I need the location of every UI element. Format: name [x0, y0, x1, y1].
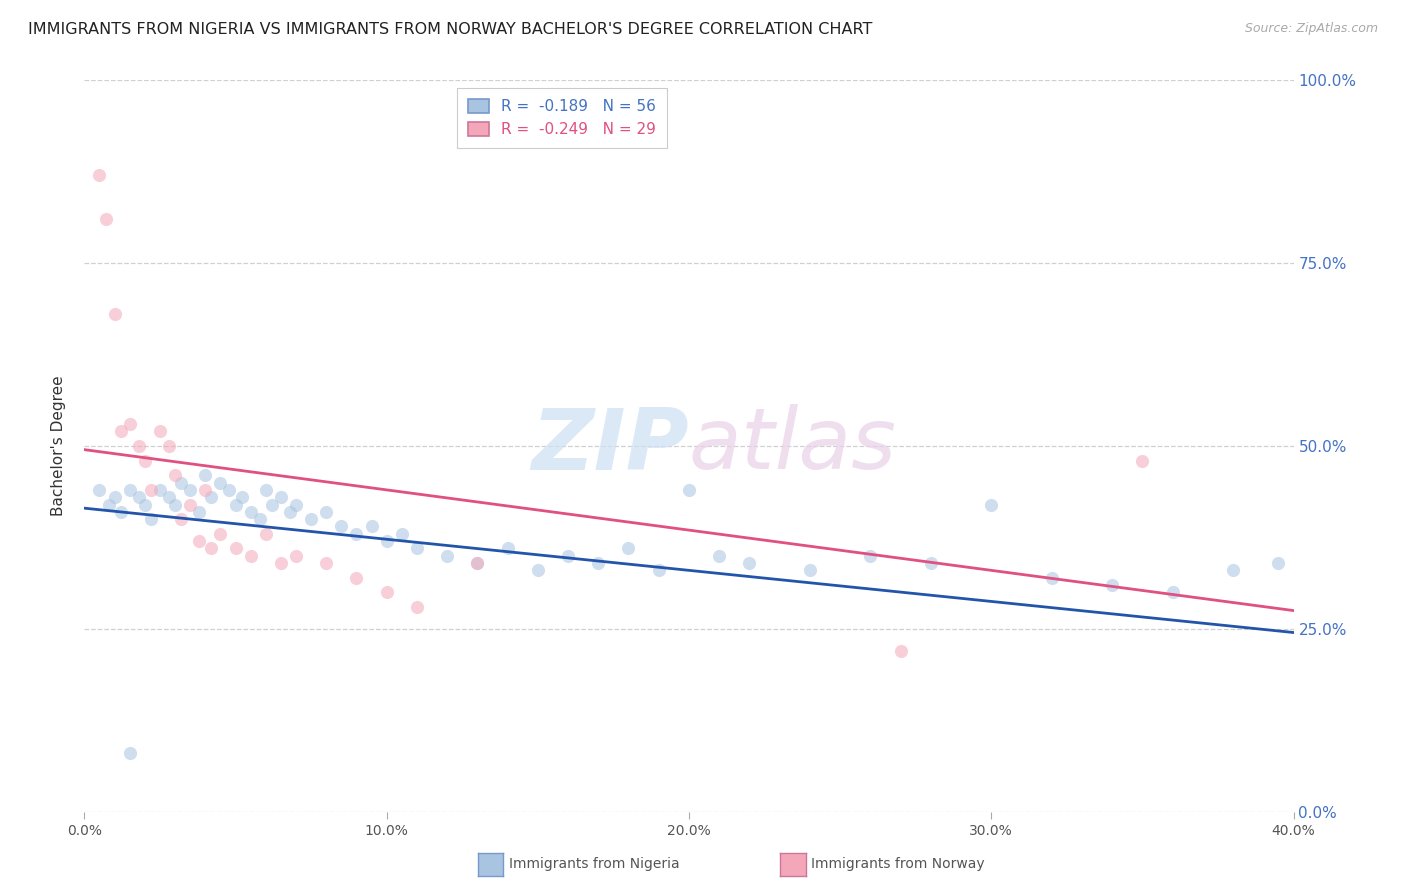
Point	[648, 563, 671, 577]
Point	[188, 534, 211, 549]
Point	[391, 526, 413, 541]
Point	[527, 563, 550, 577]
Point	[557, 549, 579, 563]
Point	[859, 549, 882, 563]
Point	[179, 498, 201, 512]
Point	[1267, 556, 1289, 570]
Point	[738, 556, 761, 570]
Point	[110, 505, 132, 519]
Point	[94, 212, 117, 227]
Point	[1161, 585, 1184, 599]
Point	[128, 490, 150, 504]
Point	[617, 541, 640, 556]
Point	[200, 490, 222, 504]
Point	[134, 498, 156, 512]
Point	[360, 519, 382, 533]
Point	[139, 483, 162, 497]
Text: Immigrants from Norway: Immigrants from Norway	[811, 857, 984, 871]
Point	[330, 519, 353, 533]
Point	[588, 556, 610, 570]
Point	[194, 468, 217, 483]
Point	[139, 512, 162, 526]
Point	[118, 746, 141, 760]
Point	[254, 483, 277, 497]
Point	[1040, 571, 1063, 585]
Point	[436, 549, 458, 563]
Point	[134, 453, 156, 467]
Point	[209, 526, 232, 541]
Point	[980, 498, 1002, 512]
Point	[799, 563, 821, 577]
Point	[270, 490, 292, 504]
Point	[260, 498, 283, 512]
Point	[285, 498, 308, 512]
Text: ZIP: ZIP	[531, 404, 689, 488]
Point	[239, 505, 262, 519]
Point	[920, 556, 942, 570]
Point	[315, 556, 337, 570]
Point	[375, 534, 398, 549]
Point	[89, 483, 111, 497]
Point	[149, 483, 172, 497]
Point	[278, 505, 301, 519]
Point	[315, 505, 337, 519]
Point	[225, 498, 247, 512]
Point	[110, 425, 132, 439]
Point	[346, 571, 368, 585]
Point	[170, 512, 193, 526]
Point	[1101, 578, 1123, 592]
Point	[200, 541, 222, 556]
Point	[406, 541, 429, 556]
Text: atlas: atlas	[689, 404, 897, 488]
Point	[165, 498, 187, 512]
Point	[1130, 453, 1153, 467]
Point	[375, 585, 398, 599]
Text: Source: ZipAtlas.com: Source: ZipAtlas.com	[1244, 22, 1378, 36]
Point	[231, 490, 253, 504]
Point	[97, 498, 120, 512]
Point	[118, 417, 141, 431]
Point	[678, 483, 700, 497]
Point	[179, 483, 201, 497]
Point	[239, 549, 262, 563]
Point	[709, 549, 731, 563]
Point	[157, 490, 180, 504]
Point	[249, 512, 271, 526]
Point	[157, 439, 180, 453]
Point	[128, 439, 150, 453]
Text: Immigrants from Nigeria: Immigrants from Nigeria	[509, 857, 679, 871]
Point	[467, 556, 489, 570]
Point	[104, 490, 127, 504]
Point	[270, 556, 292, 570]
Point	[406, 599, 429, 614]
Text: IMMIGRANTS FROM NIGERIA VS IMMIGRANTS FROM NORWAY BACHELOR'S DEGREE CORRELATION : IMMIGRANTS FROM NIGERIA VS IMMIGRANTS FR…	[28, 22, 873, 37]
Point	[299, 512, 322, 526]
Point	[209, 475, 232, 490]
Point	[890, 644, 912, 658]
Point	[194, 483, 217, 497]
Point	[118, 483, 141, 497]
Point	[104, 307, 127, 321]
Legend: R =  -0.189   N = 56, R =  -0.249   N = 29: R = -0.189 N = 56, R = -0.249 N = 29	[457, 88, 666, 148]
Point	[1222, 563, 1244, 577]
Point	[467, 556, 489, 570]
Point	[285, 549, 308, 563]
Point	[496, 541, 519, 556]
Point	[254, 526, 277, 541]
Point	[346, 526, 368, 541]
Point	[225, 541, 247, 556]
Point	[89, 169, 111, 183]
Point	[188, 505, 211, 519]
Point	[149, 425, 172, 439]
Point	[218, 483, 240, 497]
Y-axis label: Bachelor's Degree: Bachelor's Degree	[51, 376, 66, 516]
Point	[165, 468, 187, 483]
Point	[170, 475, 193, 490]
